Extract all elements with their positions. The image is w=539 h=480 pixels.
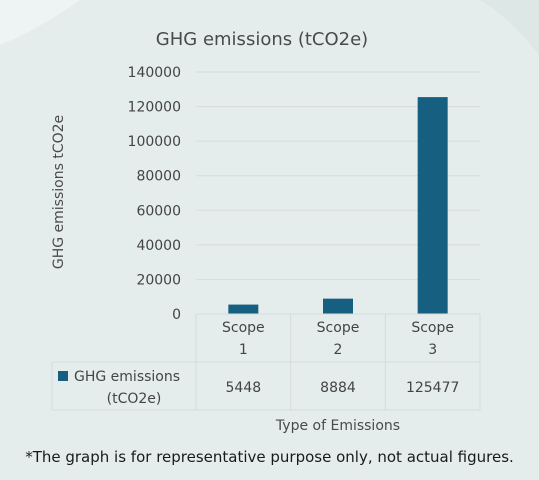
y-tick-label: 60000 bbox=[136, 203, 181, 219]
legend-swatch bbox=[58, 371, 68, 381]
series-name-label: GHG emissions bbox=[74, 369, 180, 385]
bar bbox=[323, 298, 353, 314]
x-category-label: Scope bbox=[411, 320, 454, 336]
y-tick-label: 100000 bbox=[128, 134, 181, 150]
x-category-label: Scope bbox=[222, 320, 265, 336]
footnote: *The graph is for representative purpose… bbox=[25, 448, 514, 466]
series-name-label: (tCO2e) bbox=[107, 391, 162, 407]
bar bbox=[417, 97, 448, 315]
x-category-label: Scope bbox=[317, 320, 360, 336]
x-category-label: 1 bbox=[239, 342, 248, 358]
y-tick-label: 40000 bbox=[136, 238, 181, 254]
y-tick-label: 20000 bbox=[136, 272, 181, 288]
bar bbox=[228, 304, 259, 314]
data-value-label: 125477 bbox=[406, 380, 459, 396]
y-tick-label: 120000 bbox=[128, 100, 181, 116]
y-tick-label: 0 bbox=[172, 307, 181, 323]
data-value-label: 5448 bbox=[226, 380, 262, 396]
data-table: Scope 1 Scope 2 Scope 3 GHG emissions (tCO2e) 54… bbox=[51, 313, 481, 411]
y-axis-label: GHG emissions tCO2e bbox=[51, 115, 67, 269]
y-tick-label: 80000 bbox=[136, 169, 181, 185]
x-axis-label: Type of Emissions bbox=[275, 418, 400, 434]
x-category-label: 2 bbox=[334, 342, 343, 358]
data-value-label: 8884 bbox=[320, 380, 356, 396]
y-axis-tick-labels: 0 20000 40000 60000 80000 100000 120000 140000 bbox=[128, 65, 181, 323]
bars bbox=[228, 97, 448, 315]
y-tick-label: 140000 bbox=[128, 65, 181, 81]
chart-title: GHG emissions (tCO2e) bbox=[156, 29, 368, 50]
x-category-label: 3 bbox=[428, 342, 437, 358]
